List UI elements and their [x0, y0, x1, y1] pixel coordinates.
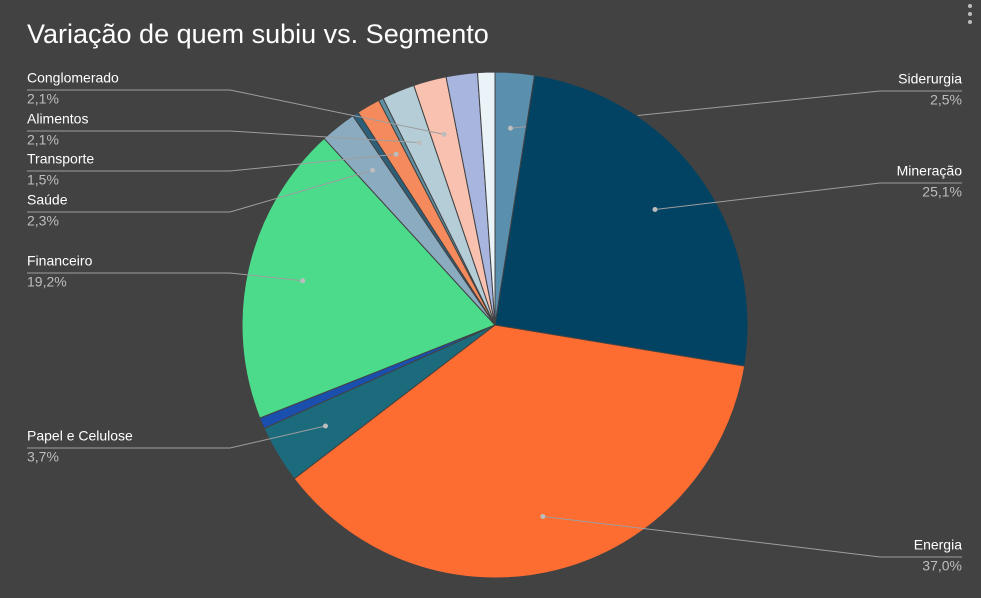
leader-line — [27, 169, 373, 213]
slice-label: Saúde — [27, 192, 68, 208]
slice-label: Alimentos — [27, 111, 88, 127]
value-label: 19,2% — [27, 274, 67, 290]
pie-slice — [476, 71, 496, 326]
leader-line — [27, 425, 326, 449]
leader-line — [27, 272, 303, 282]
menu-dot — [968, 4, 972, 8]
value-label: 2,3% — [27, 213, 59, 229]
leader-dot — [540, 513, 546, 519]
slice-label: Papel e Celulose — [27, 428, 133, 444]
menu-icon[interactable] — [968, 4, 972, 24]
pie-slice — [293, 324, 746, 579]
value-label: 1,5% — [27, 172, 59, 188]
slice-label: Energia — [914, 537, 962, 553]
leader-dot — [507, 125, 513, 131]
pie-slice — [494, 74, 749, 367]
leader-dot — [652, 207, 658, 213]
leader-dot — [393, 151, 399, 157]
leader-line — [542, 515, 962, 558]
value-label: 37,0% — [922, 558, 962, 574]
slice-label: Conglomerado — [27, 70, 119, 86]
leader-dot — [416, 140, 422, 146]
leader-dot — [322, 423, 328, 429]
leader-dot — [441, 131, 447, 137]
leader-dot — [300, 278, 306, 284]
menu-dot — [968, 12, 972, 16]
pie-slice — [241, 137, 496, 419]
leader-line — [654, 182, 962, 211]
leader-line — [27, 89, 445, 135]
leader-line — [27, 130, 420, 144]
slice-label: Mineração — [897, 163, 963, 179]
value-label: 3,7% — [27, 449, 59, 465]
slice-label: Transporte — [27, 151, 94, 167]
value-label: 2,5% — [930, 92, 962, 108]
value-label: 2,1% — [27, 91, 59, 107]
leader-dot — [370, 167, 376, 173]
chart-title: Variação de quem subiu vs. Segmento — [27, 19, 489, 49]
leader-line — [27, 153, 397, 172]
value-label: 25,1% — [922, 184, 962, 200]
menu-dot — [968, 20, 972, 24]
slice-label: Siderurgia — [898, 71, 962, 87]
value-label: 2,1% — [27, 132, 59, 148]
slice-label: Financeiro — [27, 253, 93, 269]
